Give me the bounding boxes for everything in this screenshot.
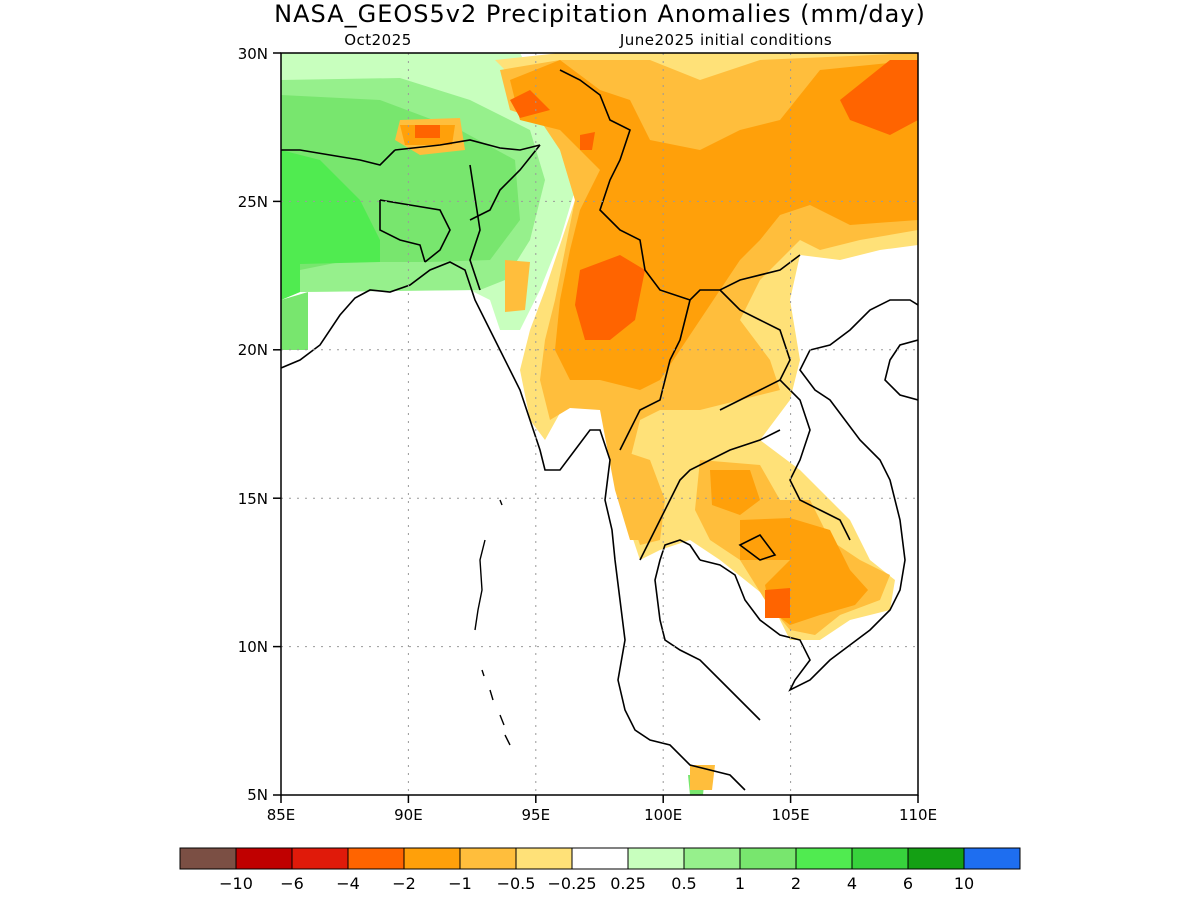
colorbar-swatch [179, 847, 237, 870]
lon-label: 100E [644, 806, 682, 824]
colorbar-swatch [459, 847, 517, 870]
colorbar-label: −1 [448, 874, 472, 893]
colorbar-label: −6 [280, 874, 304, 893]
colorbar-swatch [963, 847, 1021, 870]
colorbar-label: 2 [791, 874, 801, 893]
colorbar: −10 −6 −4 −2 −1 −0.5 −0.25 0.25 0.5 1 2 4 6 10 [179, 847, 1021, 893]
colorbar-swatch [347, 847, 405, 870]
lat-label: 25N [238, 193, 268, 211]
colorbar-swatch [795, 847, 853, 870]
colorbar-swatch [235, 847, 293, 870]
colorbar-swatch [403, 847, 461, 870]
colorbar-swatch [907, 847, 965, 870]
axis-ticks [273, 52, 919, 803]
colorbar-label: 10 [954, 874, 974, 893]
forecast-month: Oct2025 [344, 31, 412, 49]
colorbar-label: 0.25 [610, 874, 646, 893]
lat-label: 30N [238, 45, 268, 63]
colorbar-swatch [683, 847, 741, 870]
init-conditions: June2025 initial conditions [619, 31, 832, 49]
andaman-nicobar-islands [474, 499, 511, 746]
colorbar-swatch [851, 847, 909, 870]
figure-title: NASA_GEOS5v2 Precipitation Anomalies (mm… [274, 0, 926, 28]
coastlines-and-borders [281, 69, 918, 791]
colorbar-swatch [571, 847, 629, 870]
colorbar-label: −10 [219, 874, 253, 893]
lat-label: 10N [238, 638, 268, 656]
lat-label: 15N [238, 490, 268, 508]
lat-label: 20N [238, 341, 268, 359]
lon-label: 90E [394, 806, 423, 824]
colorbar-label: 1 [735, 874, 745, 893]
lat-label: 5N [247, 786, 268, 804]
lon-axis-labels: 85E 90E 95E 100E 105E 110E [267, 806, 937, 824]
map-area [281, 53, 918, 795]
dry-anomaly-region [395, 53, 918, 790]
lat-axis-labels: 5N 10N 15N 20N 25N 30N [238, 45, 268, 804]
map-frame [280, 52, 919, 796]
lon-label: 95E [522, 806, 551, 824]
colorbar-swatch [739, 847, 797, 870]
colorbar-label: 4 [847, 874, 857, 893]
lon-label: 105E [772, 806, 810, 824]
colorbar-swatch [627, 847, 685, 870]
colorbar-label: −0.5 [497, 874, 536, 893]
colorbar-label: −0.25 [547, 874, 596, 893]
lon-label: 110E [899, 806, 937, 824]
colorbar-label: −4 [336, 874, 360, 893]
colorbar-label: 0.5 [671, 874, 696, 893]
colorbar-label: −2 [392, 874, 416, 893]
colorbar-label: 6 [903, 874, 913, 893]
colorbar-swatch [291, 847, 349, 870]
lon-label: 85E [267, 806, 296, 824]
colorbar-swatch [515, 847, 573, 870]
